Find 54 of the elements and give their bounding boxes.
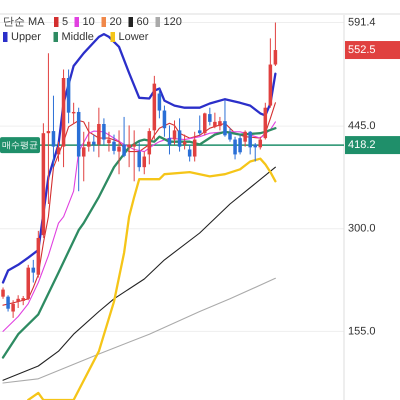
- candlestick: [203, 112, 207, 136]
- legend-label: 20: [110, 16, 122, 28]
- candlestick: [122, 116, 126, 158]
- candlestick: [92, 134, 96, 152]
- candlestick: [82, 131, 86, 182]
- y-tick-label: 300.0: [348, 222, 376, 235]
- legend-label: 10: [82, 16, 95, 28]
- candlestick: [188, 144, 192, 162]
- legend-label: Middle: [62, 31, 94, 43]
- candlestick: [258, 136, 262, 150]
- candlestick: [168, 124, 172, 155]
- y-tick-label: 155.0: [348, 325, 376, 338]
- legend-title: 단순 MA: [3, 16, 46, 28]
- candlestick: [137, 141, 141, 172]
- candlestick: [274, 22, 278, 66]
- line-series: [2, 32, 277, 284]
- candlestick: [102, 118, 106, 146]
- text: 418.2: [348, 139, 376, 152]
- legend-label: Upper: [11, 31, 42, 43]
- candlestick: [97, 107, 101, 158]
- candlestick: [107, 131, 111, 152]
- line-series: [2, 166, 276, 381]
- legend-label: 120: [164, 16, 182, 28]
- candlestick: [172, 120, 176, 146]
- candlestick: [208, 107, 212, 126]
- candlestick: [192, 131, 196, 162]
- candlestick: [1, 286, 5, 300]
- y-tick-label: 591.4: [348, 16, 376, 28]
- candlestick: [158, 88, 162, 119]
- candlestick: [112, 134, 116, 155]
- candlestick: [46, 52, 50, 204]
- line-series: [27, 158, 277, 400]
- ref-line-label: 매수평균: [2, 140, 38, 150]
- candlestick: [243, 130, 247, 148]
- candlestick: [148, 128, 152, 165]
- candlestick: [52, 95, 56, 168]
- candlestick: [87, 121, 91, 152]
- candlestick: [72, 102, 76, 124]
- candlestick: [11, 300, 15, 318]
- line-series: [2, 102, 276, 306]
- candlestick: [142, 151, 146, 175]
- candlestick: [32, 259, 36, 284]
- candlestick: [182, 134, 186, 150]
- candlestick: [117, 130, 121, 175]
- candlestick: [178, 118, 182, 152]
- y-tick-label: 445.0: [348, 120, 376, 132]
- legend-label: 60: [136, 16, 149, 28]
- legend-label: Lower: [118, 31, 149, 43]
- line-series: [2, 278, 276, 384]
- legend-label: 5: [62, 16, 68, 28]
- candlestick: [56, 141, 60, 162]
- candlestick: [6, 294, 10, 312]
- text: 552.5: [348, 44, 376, 56]
- candlestick: [162, 105, 166, 138]
